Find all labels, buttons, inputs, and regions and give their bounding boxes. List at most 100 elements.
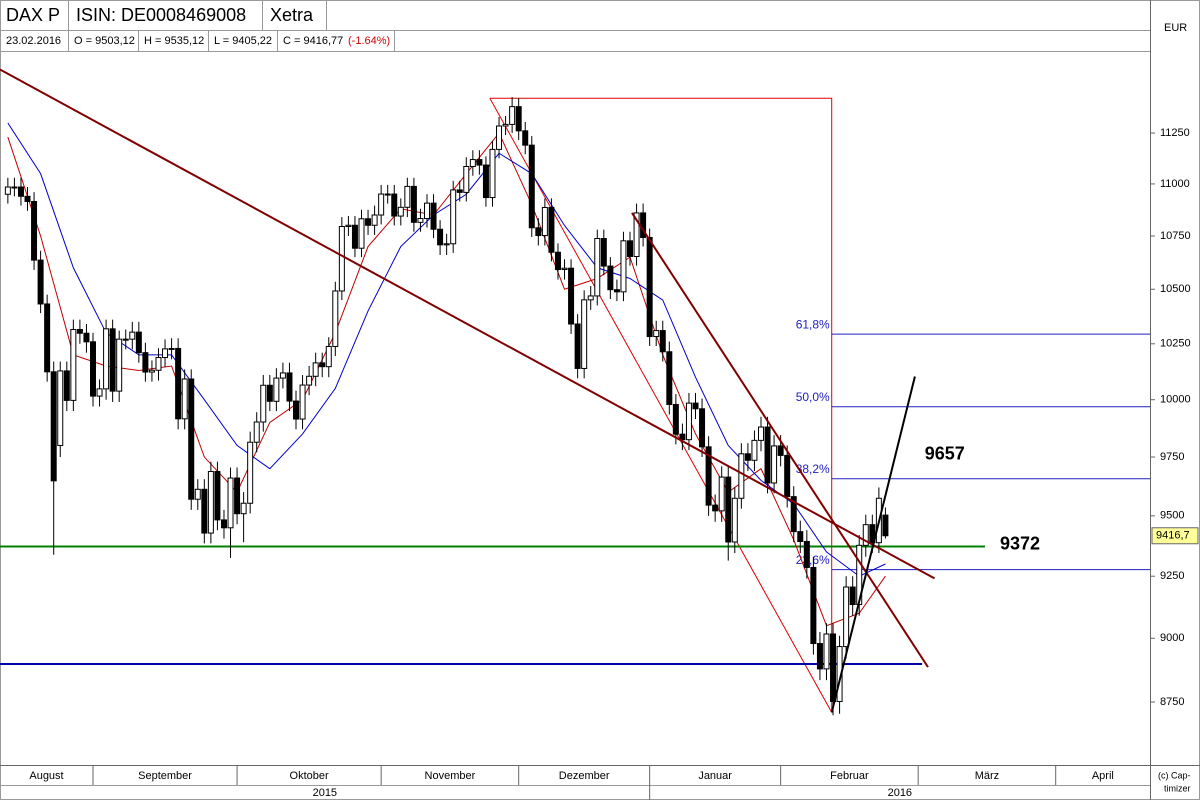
y-tick-label: 10750 <box>1160 230 1191 242</box>
candle-body <box>561 267 568 270</box>
last-price-box <box>1151 527 1199 545</box>
fib-level-label: 61,8% <box>796 317 830 331</box>
candle-body <box>63 370 70 401</box>
y-tick-label: 11000 <box>1160 178 1190 190</box>
candle-body <box>162 348 169 359</box>
ohlc-label: C = 9416,77 <box>283 35 343 47</box>
candle-body <box>358 218 365 249</box>
candle-body <box>469 159 476 167</box>
y-tick-label: 10000 <box>1160 394 1191 406</box>
trendline <box>631 212 929 668</box>
candle-body <box>627 240 634 257</box>
candle-body <box>11 186 18 189</box>
months-label: Februar <box>830 770 869 782</box>
candle-body <box>365 218 372 226</box>
moving-average <box>7 122 886 577</box>
candle-body <box>751 439 758 461</box>
candle-body <box>299 384 306 420</box>
candle-body <box>784 454 791 498</box>
candle-body <box>423 202 430 220</box>
moving-average <box>7 132 886 627</box>
months-label: März <box>975 770 999 782</box>
candle-body <box>410 185 417 223</box>
exchange: Xetra <box>270 5 314 25</box>
candle-body <box>515 106 522 132</box>
candle-body <box>89 341 96 397</box>
candle-body <box>155 357 162 371</box>
candle-body <box>777 445 784 456</box>
candle-body <box>757 426 764 441</box>
candle-body <box>744 453 751 461</box>
fib-diagonal <box>489 98 833 713</box>
candle-body <box>528 144 535 229</box>
candle-body <box>266 384 273 402</box>
candle-body <box>692 402 699 410</box>
candle-body <box>24 195 31 202</box>
candle-body <box>325 345 332 368</box>
y-tick-label: 10250 <box>1160 338 1191 350</box>
candle-body <box>718 476 725 512</box>
candle-body <box>869 524 876 544</box>
candle-body <box>443 243 450 246</box>
candle-body <box>633 212 640 257</box>
candle-body <box>109 328 116 392</box>
isin: ISIN: DE0008469008 <box>76 5 246 25</box>
candle-body <box>587 295 594 301</box>
y-tick-label: 9500 <box>1160 510 1184 522</box>
candle-body <box>234 477 241 515</box>
candle-body <box>568 267 575 325</box>
candle-body <box>50 371 57 482</box>
years-label: 2016 <box>888 787 912 799</box>
candle-body <box>620 240 627 293</box>
candle-body <box>535 227 542 237</box>
candle-body <box>397 206 404 217</box>
currency: EUR <box>1164 22 1187 34</box>
candle-body <box>194 488 201 500</box>
candle-body <box>830 633 837 703</box>
candle-body <box>849 586 856 606</box>
copyright: (c) Cap- <box>1158 770 1191 780</box>
candle-body <box>823 633 830 670</box>
candle-body <box>738 453 745 499</box>
candle-body <box>279 372 286 379</box>
date: 23.02.2016 <box>6 35 61 47</box>
candle-body <box>607 265 614 291</box>
months-label: August <box>29 770 63 782</box>
candle-body <box>260 384 267 423</box>
candle-body <box>843 586 850 648</box>
candle-body <box>4 186 11 195</box>
candle-body <box>253 421 260 443</box>
candle-body <box>351 224 358 249</box>
candle-body <box>273 377 280 402</box>
candle-body <box>463 165 470 193</box>
candle-body <box>378 193 385 216</box>
candle-body <box>17 186 24 197</box>
candle-body <box>679 433 686 441</box>
candle-body <box>554 251 561 270</box>
candle-body <box>57 370 64 446</box>
candle-body <box>581 299 588 369</box>
candle-body <box>319 362 326 368</box>
candle-body <box>96 388 103 397</box>
trendline <box>0 68 936 580</box>
months-label: November <box>425 770 476 782</box>
candle-body <box>672 403 679 435</box>
candle-body <box>522 130 529 146</box>
candle-body <box>175 347 182 420</box>
annotation: 9657 <box>925 443 965 463</box>
months-label: Januar <box>698 770 732 782</box>
ohlc-label: H = 9535,12 <box>144 35 204 47</box>
months-label: September <box>138 770 192 782</box>
y-tick-label: 8750 <box>1160 696 1184 708</box>
candle-body <box>613 289 620 293</box>
fib-frame <box>489 97 833 713</box>
candle-body <box>201 488 208 534</box>
candle-body <box>227 477 234 529</box>
candle-body <box>371 214 378 226</box>
fib-level-label: 50,0% <box>796 390 830 404</box>
candle-body <box>430 202 437 230</box>
candle-body <box>685 402 692 441</box>
candle-body <box>574 323 581 369</box>
candle-body <box>116 338 123 392</box>
